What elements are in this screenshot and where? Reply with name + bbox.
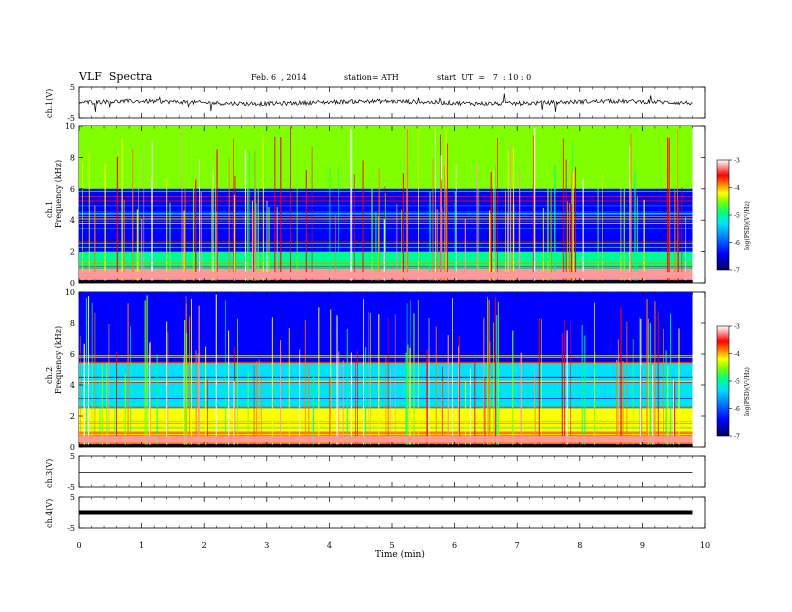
x-tick-label: 6	[452, 541, 457, 550]
y-tick-label: 5	[70, 452, 75, 461]
low-frequency-band	[79, 436, 693, 443]
colorbar-tick-label: -5	[734, 379, 740, 386]
x-tick-label: 2	[202, 541, 207, 550]
colorbar-tick-label: -3	[734, 324, 740, 331]
y-tick-label: 0	[70, 279, 75, 288]
spectrogram-band-3	[79, 292, 693, 362]
y-tick-label: 4	[70, 381, 75, 390]
x-tick-label: 4	[327, 541, 332, 550]
x-tick-label: 8	[577, 541, 582, 550]
ch1-colorbar-label: log(PSD)(V²/Hz)	[744, 201, 751, 250]
y-tick-label: 6	[70, 350, 75, 359]
ch3-waveform-ylabel: ch.3(V)	[45, 459, 54, 488]
x-tick-label: 7	[515, 541, 520, 550]
start-time-label: start UT = 7 : 10 : 0	[437, 73, 532, 82]
ch1-spectrogram-ylabel2: ch.1	[45, 201, 54, 218]
y-tick-label: 6	[70, 185, 75, 194]
ch1-spectrogram	[79, 126, 693, 283]
ch1-spectrogram-ylabel: Frequency (kHz)	[54, 160, 63, 228]
spectrogram-band-3	[79, 126, 693, 189]
ch2-spectrogram-ylabel: Frequency (kHz)	[54, 326, 63, 394]
x-tick-label: 9	[640, 541, 645, 550]
x-tick-label: 1	[139, 541, 144, 550]
x-tick-label: 3	[264, 541, 269, 550]
colorbar-tick-label: -4	[734, 185, 740, 192]
ch2-spectrogram	[79, 292, 693, 447]
date-label: Feb. 6 , 2014	[251, 73, 307, 82]
y-tick-label: 10	[65, 288, 75, 297]
y-tick-label: -5	[67, 483, 75, 492]
y-tick-label: 0	[70, 443, 75, 452]
chart-title: VLF Spectra	[79, 70, 153, 83]
colorbar-tick-label: -7	[734, 268, 740, 275]
colorbar-tick-label: -3	[734, 158, 740, 165]
colorbar-tick-label: -6	[734, 406, 740, 413]
colorbar-tick-label: -6	[734, 240, 740, 247]
x-axis-label: Time (min)	[375, 549, 425, 560]
ch1-waveform-trace	[78, 93, 693, 113]
station-label: station= ATH	[344, 73, 399, 82]
low-frequency-band	[79, 272, 693, 279]
ch1-colorbar	[716, 159, 730, 271]
colorbar-tick-label: -4	[734, 351, 740, 358]
x-tick-label: 10	[700, 541, 710, 550]
y-tick-label: 5	[70, 493, 75, 502]
colorbar-tick-label: -7	[734, 434, 740, 441]
y-tick-label: 10	[65, 122, 75, 131]
y-tick-label: 2	[70, 412, 75, 421]
ch2-spectrogram-ylabel2: ch.2	[45, 367, 54, 384]
ch4-waveform-ylabel: ch.4(V)	[45, 499, 54, 528]
y-tick-label: 5	[70, 83, 75, 92]
ch2-colorbar-label: log(PSD)(V²/Hz)	[744, 367, 751, 416]
x-tick-label: 5	[389, 541, 394, 550]
ch2-colorbar	[716, 325, 730, 437]
y-tick-label: 8	[70, 319, 75, 328]
y-tick-label: -5	[67, 524, 75, 533]
y-tick-label: 2	[70, 248, 75, 257]
x-tick-label: 0	[76, 541, 81, 550]
dc-band	[79, 280, 693, 283]
dc-band	[79, 444, 693, 447]
colorbar-tick-label: -5	[734, 213, 740, 220]
y-tick-label: 8	[70, 153, 75, 162]
y-tick-label: 4	[70, 216, 75, 225]
y-tick-label: -5	[67, 114, 75, 123]
ch1-waveform-ylabel: ch.1(V)	[45, 89, 54, 118]
